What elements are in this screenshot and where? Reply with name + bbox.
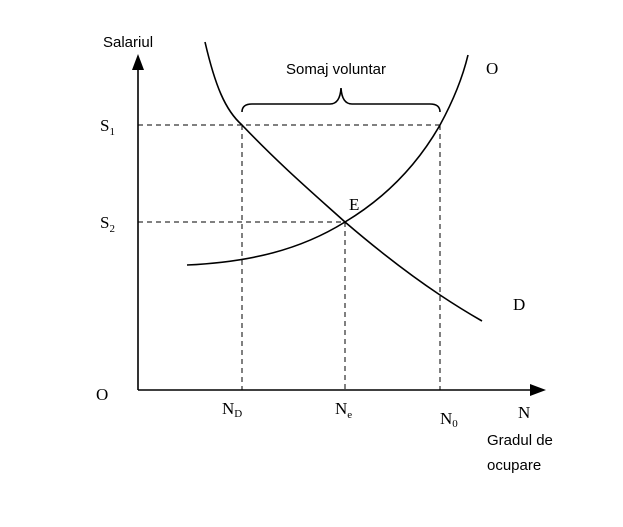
point-name: N (440, 409, 452, 428)
point-name: N (335, 399, 347, 418)
annotation: Somaj voluntar (286, 61, 386, 78)
origin-label: O (96, 385, 108, 404)
demand-label: D (513, 295, 525, 314)
y-axis-label: Salariul (103, 34, 153, 51)
x-arrow (530, 384, 546, 396)
point-label: Ne (335, 399, 352, 421)
x-axis-label: N (518, 403, 530, 422)
point-label: N0 (440, 409, 458, 430)
level-sub: 1 (109, 126, 115, 138)
demand-curve (204, 41, 483, 322)
level-label: S1 (100, 116, 115, 138)
point-sub: e (347, 409, 352, 421)
guide-lines (138, 124, 441, 390)
point-name: N (222, 399, 234, 418)
level-name: S (100, 116, 109, 135)
brace (241, 87, 441, 113)
x-caption: ocupare (487, 457, 541, 474)
point-sub: D (234, 408, 242, 420)
point-sub: 0 (452, 418, 458, 430)
supply-label: O (486, 59, 498, 78)
equilibrium-label: E (349, 195, 359, 214)
x-caption: Gradul de (487, 432, 553, 449)
supply-curve (186, 54, 469, 266)
level-label: S2 (100, 213, 115, 235)
point-label: ND (222, 399, 242, 420)
level-sub: 2 (109, 223, 115, 235)
y-arrow (132, 54, 144, 70)
level-name: S (100, 213, 109, 232)
